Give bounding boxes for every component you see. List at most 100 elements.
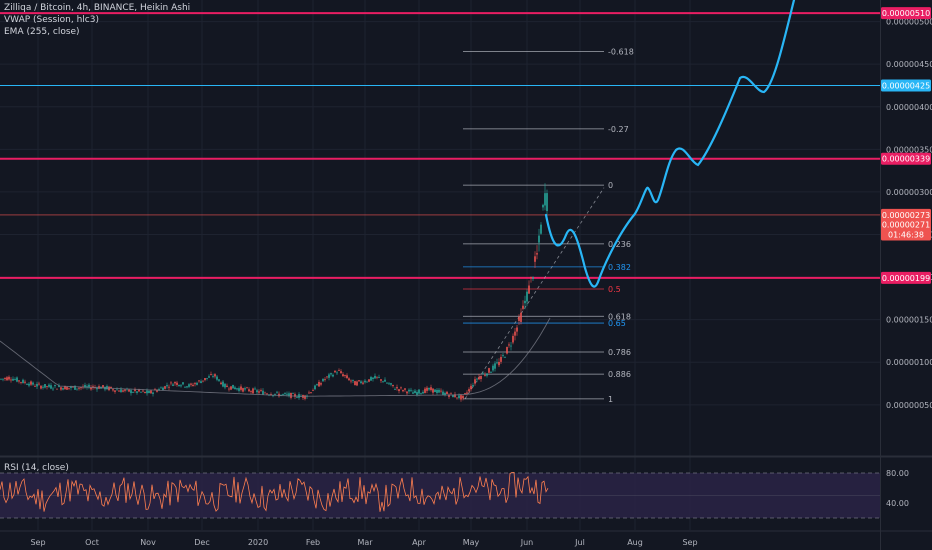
candle <box>84 384 86 388</box>
candle <box>30 381 32 385</box>
candle <box>394 389 396 390</box>
candle <box>142 390 144 392</box>
candle <box>244 388 246 390</box>
candle <box>434 389 436 393</box>
candle <box>318 381 320 387</box>
candle <box>118 390 120 392</box>
candle <box>446 391 448 395</box>
candle <box>350 380 352 382</box>
candle <box>4 377 6 379</box>
x-tick-label: Oct <box>85 538 99 547</box>
candle <box>538 235 540 243</box>
x-tick-label: Nov <box>140 538 156 547</box>
candle <box>236 388 238 390</box>
y-tick-label: 0.00000450 <box>886 60 932 69</box>
legend-vwap[interactable]: VWAP (Session, hlc3) <box>4 15 99 25</box>
candle <box>28 383 30 386</box>
candle <box>356 381 358 386</box>
candle <box>504 357 506 358</box>
candle <box>90 387 92 390</box>
candle <box>48 384 50 387</box>
price-tag <box>881 152 931 165</box>
candle <box>234 387 236 390</box>
candle <box>78 387 80 389</box>
candle <box>178 384 180 387</box>
candle <box>208 376 210 378</box>
candle <box>114 390 116 392</box>
x-tick-label: Sep <box>682 538 697 547</box>
candle <box>116 389 118 391</box>
candle <box>284 393 286 394</box>
candle <box>462 395 464 399</box>
candle <box>294 394 296 397</box>
candle <box>368 379 370 382</box>
candle <box>502 354 504 356</box>
candle <box>442 391 444 395</box>
candle <box>314 385 316 390</box>
candle <box>262 390 264 395</box>
candle <box>230 386 232 390</box>
candle <box>186 386 188 388</box>
candle <box>408 389 410 392</box>
candle <box>164 386 166 389</box>
legend-symbol[interactable]: Zilliqa / Bitcoin, 4h, BINANCE, Heikin A… <box>4 3 191 13</box>
price-tag-label: 0.00000339 <box>882 155 930 164</box>
candle <box>334 370 336 373</box>
candle <box>392 384 394 387</box>
candle <box>192 384 194 386</box>
candle <box>2 378 4 380</box>
candle <box>252 388 254 394</box>
candle <box>134 389 136 392</box>
candle <box>166 385 168 387</box>
candle <box>14 379 16 380</box>
candle <box>358 380 360 382</box>
candle <box>196 382 198 385</box>
candle <box>0 378 2 380</box>
candle <box>490 372 492 373</box>
candle <box>50 385 52 389</box>
candle <box>340 371 342 373</box>
candle <box>274 393 276 395</box>
candle <box>40 385 42 389</box>
x-tick-label: Mar <box>357 538 373 547</box>
candle <box>232 384 234 389</box>
candle <box>336 372 338 374</box>
candle <box>276 391 278 393</box>
candle <box>418 389 420 394</box>
candle <box>38 383 40 385</box>
candle <box>66 386 68 390</box>
candle <box>520 312 522 322</box>
candle <box>428 387 430 390</box>
candle <box>406 391 408 394</box>
candle <box>88 384 90 388</box>
candle <box>12 378 14 381</box>
candle <box>250 391 252 392</box>
candle <box>24 381 26 383</box>
candle <box>404 388 406 390</box>
candle <box>74 385 76 390</box>
fib-level-label: 0.65 <box>608 319 626 328</box>
candle <box>64 386 66 390</box>
candle <box>512 335 514 343</box>
candle <box>146 390 148 394</box>
candle <box>546 193 548 212</box>
y-tick-label: 0.00000050 <box>886 401 932 410</box>
legend-rsi[interactable]: RSI (14, close) <box>4 463 69 473</box>
candle <box>92 386 94 388</box>
legend-ema[interactable]: EMA (255, close) <box>4 27 80 37</box>
fib-level-label: 0.618 <box>608 312 631 321</box>
candle <box>482 373 484 375</box>
candle <box>102 385 104 388</box>
candle <box>540 224 542 234</box>
candle <box>20 381 22 383</box>
candle <box>308 392 310 394</box>
candle <box>46 386 48 387</box>
rsi-tick-label: 40.00 <box>886 499 909 508</box>
candle <box>522 305 524 309</box>
candle <box>140 391 142 393</box>
candle <box>380 379 382 381</box>
candle <box>398 389 400 392</box>
candle <box>480 375 482 380</box>
